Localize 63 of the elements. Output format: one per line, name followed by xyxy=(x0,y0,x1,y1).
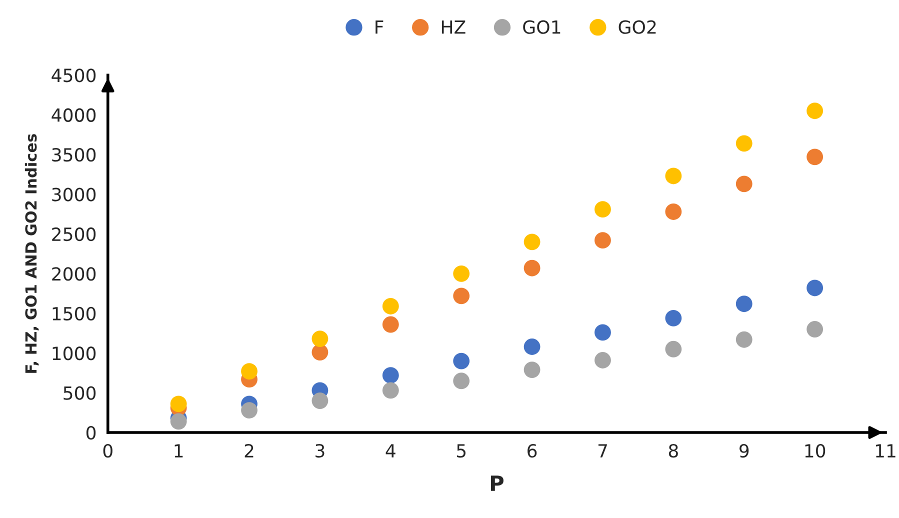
x-tick-label: 9 xyxy=(740,444,749,458)
legend-label: GO1 xyxy=(523,20,560,34)
x-tick-label: 5 xyxy=(457,444,466,458)
y-tick-label: 0 xyxy=(86,426,96,440)
x-tick-label: 2 xyxy=(244,444,254,458)
point xyxy=(665,168,682,184)
y-tick-label: 2000 xyxy=(52,267,96,281)
point xyxy=(736,331,752,348)
point xyxy=(736,135,752,152)
x-tick-label: 11 xyxy=(876,444,896,458)
point xyxy=(524,260,540,276)
point xyxy=(241,402,258,419)
point xyxy=(382,367,399,384)
point xyxy=(170,413,187,430)
y-tick-label: 3000 xyxy=(52,188,96,202)
x-axis-title: P xyxy=(490,476,504,491)
x-tick-label: 0 xyxy=(103,444,112,458)
x-tick-label: 3 xyxy=(316,444,324,458)
y-tick-label: 3500 xyxy=(52,148,96,162)
point xyxy=(382,382,399,399)
point xyxy=(453,265,470,282)
point xyxy=(382,298,399,314)
point xyxy=(312,344,328,361)
point xyxy=(806,102,824,120)
point xyxy=(170,396,187,412)
point xyxy=(594,201,611,218)
y-tick-label: 4500 xyxy=(52,68,96,82)
y-tick-label: 500 xyxy=(64,386,96,400)
point xyxy=(665,340,682,358)
point xyxy=(241,363,258,380)
point xyxy=(594,232,611,249)
point xyxy=(524,362,540,378)
point xyxy=(806,148,824,166)
x-tick-label: 6 xyxy=(528,444,537,458)
x-tick-label: 7 xyxy=(598,444,607,458)
point xyxy=(665,310,682,326)
y-axis-title: F, HZ, GO1 AND GO2 Indices xyxy=(24,134,39,373)
point xyxy=(453,288,470,304)
legend-label: F xyxy=(376,20,384,34)
y-tick-label: 1000 xyxy=(52,346,96,360)
point xyxy=(312,330,328,348)
point xyxy=(524,338,540,355)
y-tick-label: 2500 xyxy=(52,227,96,242)
point xyxy=(736,176,752,192)
point xyxy=(453,372,470,390)
point xyxy=(594,352,611,368)
y-tick-label: 4000 xyxy=(52,108,96,122)
legend-label: GO2 xyxy=(618,20,656,34)
point xyxy=(594,324,611,341)
y-tick-label: 1500 xyxy=(52,306,96,321)
x-tick-label: 1 xyxy=(174,444,183,458)
point xyxy=(453,352,470,370)
x-tick-label: 8 xyxy=(668,444,678,458)
x-tick-label: 4 xyxy=(386,444,396,458)
x-tick-label: 10 xyxy=(805,444,826,458)
point xyxy=(736,296,752,312)
legend-label: HZ xyxy=(442,20,466,34)
point xyxy=(382,316,399,333)
point xyxy=(806,321,824,338)
point xyxy=(806,280,824,296)
point xyxy=(312,392,328,409)
point xyxy=(665,204,682,220)
point xyxy=(524,234,540,250)
